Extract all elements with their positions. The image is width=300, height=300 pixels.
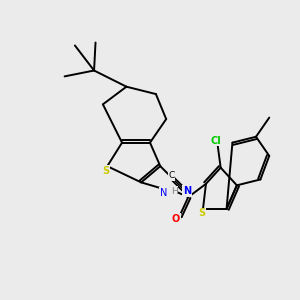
Text: S: S (102, 166, 110, 176)
Text: N: N (160, 188, 167, 198)
Text: C: C (168, 171, 175, 180)
Text: O: O (172, 214, 180, 224)
Text: S: S (198, 208, 205, 218)
Text: N: N (183, 186, 191, 196)
Text: Cl: Cl (211, 136, 222, 146)
Text: H: H (171, 187, 178, 196)
